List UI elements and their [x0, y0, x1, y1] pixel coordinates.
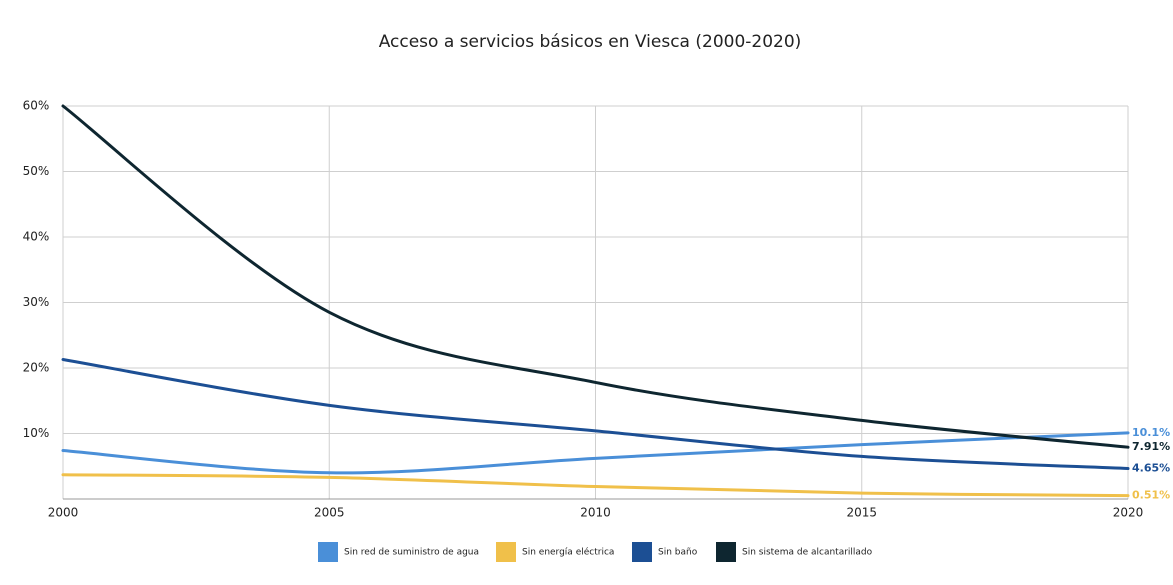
y-tick-label: 60% [23, 99, 50, 113]
y-tick-label: 10% [23, 426, 50, 440]
y-tick-label: 20% [23, 361, 50, 375]
y-tick-label: 50% [23, 164, 50, 178]
x-tick-label: 2005 [314, 506, 345, 520]
x-tick-label: 2020 [1113, 506, 1144, 520]
x-tick-label: 2010 [580, 506, 611, 520]
legend-label: Sin red de suministro de agua [344, 548, 479, 558]
series-line [61, 473, 1130, 498]
legend-swatch [632, 542, 652, 562]
y-tick-label: 30% [23, 295, 50, 309]
legend-label: Sin baño [658, 548, 698, 558]
legend-swatch [318, 542, 338, 562]
value-label: 10.1% [1132, 426, 1170, 439]
x-tick-label: 2015 [846, 506, 877, 520]
value-label: 4.65% [1132, 462, 1170, 475]
legend-label: Sin energía eléctrica [522, 547, 614, 558]
x-tick-label: 2000 [48, 506, 79, 520]
y-tick-label: 40% [23, 230, 50, 244]
series-line [61, 357, 1130, 471]
legend-swatch [716, 542, 736, 562]
value-label: 7.91% [1132, 440, 1170, 453]
value-label: 0.51% [1132, 489, 1170, 502]
legend-swatch [496, 542, 516, 562]
legend-label: Sin sistema de alcantarillado [742, 548, 873, 558]
series-line [61, 431, 1130, 475]
chart-title: Acceso a servicios básicos en Viesca (20… [379, 32, 802, 52]
series-line [61, 104, 1130, 449]
